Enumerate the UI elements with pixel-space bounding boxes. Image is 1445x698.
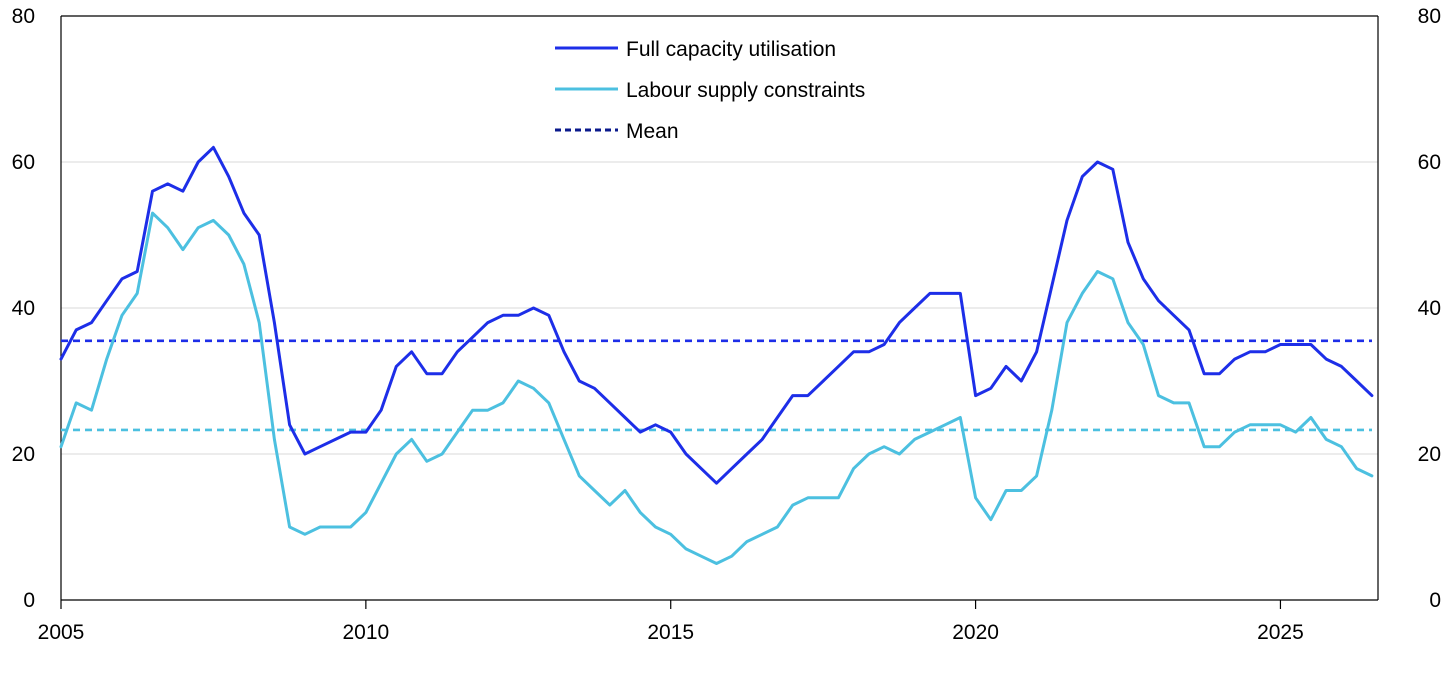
y-tick-label-left: 40 (12, 297, 35, 320)
x-tick-label: 2005 (38, 621, 85, 644)
y-tick-label-left: 20 (12, 443, 35, 466)
mean-lines (61, 339, 1372, 432)
legend-label: Mean (626, 120, 679, 143)
y-tick-label-right: 80 (1418, 5, 1441, 28)
x-tick-label: 2010 (343, 621, 390, 644)
y-tick-label-left: 80 (12, 5, 35, 28)
series-line-labour-supply (59, 211, 1374, 565)
y-tick-label-right: 0 (1429, 589, 1441, 612)
grid-lines (61, 161, 1378, 455)
x-tick-label: 2015 (647, 621, 694, 644)
legend: Full capacity utilisation Labour supply c… (555, 38, 865, 143)
x-tick-label: 2025 (1257, 621, 1304, 644)
right-y-tick-labels: 0 20 40 60 80 (1418, 5, 1441, 612)
y-tick-label-right: 40 (1418, 297, 1441, 320)
legend-label: Full capacity utilisation (626, 38, 836, 61)
axes (60, 15, 1379, 609)
x-tick-label: 2020 (952, 621, 999, 644)
y-tick-label-left: 60 (12, 151, 35, 174)
x-tick-labels: 2005 2010 2015 2020 2025 (38, 621, 1304, 644)
y-tick-label-left: 0 (23, 589, 35, 612)
legend-label: Labour supply constraints (626, 79, 865, 102)
series-lines (59, 145, 1374, 565)
y-tick-label-right: 20 (1418, 443, 1441, 466)
y-tick-label-right: 60 (1418, 151, 1441, 174)
series-line-full-capacity (59, 145, 1374, 485)
left-y-tick-labels: 0 20 40 60 80 (12, 5, 35, 612)
